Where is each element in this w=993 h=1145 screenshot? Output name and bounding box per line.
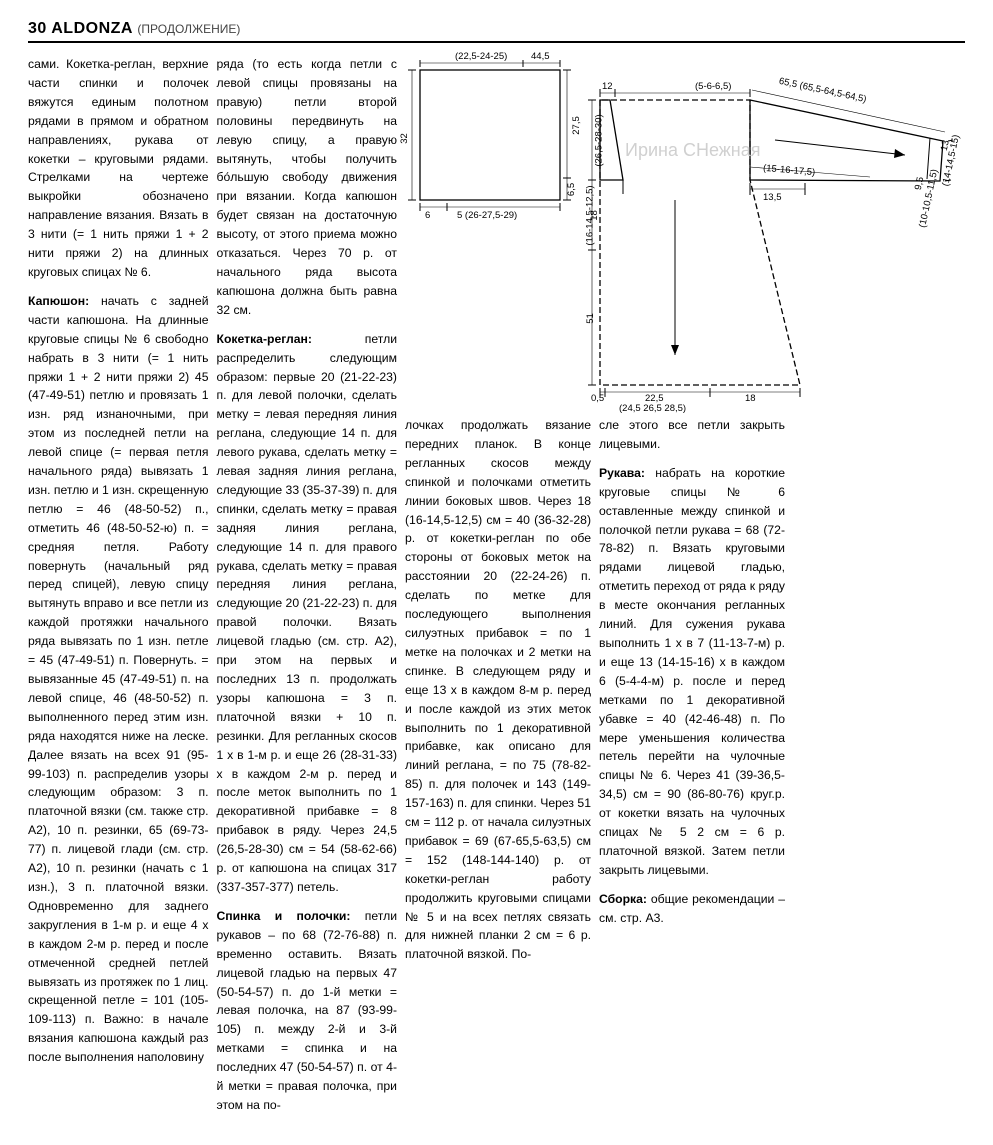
col4-p2: Рукава: набрать на короткие круговые спи… [599, 464, 785, 880]
main-content: сами. Кокетка-реглан, верхние части спин… [28, 55, 965, 1125]
dim-b18: 18 [745, 393, 756, 404]
dim-275: 27,5 [571, 116, 582, 135]
dim-bottom-6: 6 [425, 210, 430, 221]
col2-p1: ряда (то есть когда петли с левой спицы … [217, 55, 398, 320]
col2-p3-body: петли рукавов – по 68 (72-76-88) п. врем… [217, 909, 398, 1112]
col2-p3-heading: Спинка и полочки: [217, 909, 351, 923]
column-1: сами. Кокетка-реглан, верхние части спин… [28, 55, 209, 1125]
col4-p1: сле этого все петли закрыть лицевыми. [599, 416, 785, 454]
col1-p1: сами. Кокетка-реглан, верхние части спин… [28, 55, 209, 282]
right-text-columns: лочках продолжать вязание передних плано… [405, 416, 965, 974]
col2-p2-heading: Кокетка-реглан: [217, 332, 312, 346]
dim-13: 13 [939, 139, 952, 152]
dim-18: 18 [589, 210, 600, 221]
page-title: ALDONZA [51, 20, 133, 37]
dim-65: 6,5 [566, 183, 577, 196]
column-4: сле этого все петли закрыть лицевыми. Ру… [599, 416, 785, 974]
dim-top-left: (22,5-24-25) [455, 51, 507, 62]
dim-12: 12 [602, 81, 613, 92]
col2-p2-body: петли распределить следующим образом: пе… [217, 332, 398, 894]
right-block: Ирина СНежная (22,5-24-25) 44,5 32 27,5 … [405, 55, 965, 1125]
dim-top-right: (5-6-6,5) [695, 81, 731, 92]
dim-32: 32 [399, 133, 410, 144]
col1-p2-heading: Капюшон: [28, 294, 89, 308]
page-subtitle: (ПРОДОЛЖЕНИЕ) [137, 22, 240, 36]
dim-bottom-left: 5 (26-27,5-29) [457, 210, 517, 221]
dim-51: 51 [585, 313, 596, 324]
dim-bottom-sizes: (24,5 26,5 28,5) [619, 403, 686, 414]
col2-p2: Кокетка-реглан: петли распределить следу… [217, 330, 398, 897]
column-3: лочках продолжать вязание передних плано… [405, 416, 591, 974]
dim-445: 44,5 [531, 51, 550, 62]
dim-05: 0,5 [591, 393, 604, 404]
page-header: 30 ALDONZA (ПРОДОЛЖЕНИЕ) [28, 20, 965, 43]
col1-p2-body: начать с задней части капюшона. На длинн… [28, 294, 209, 1064]
col3-p1: лочках продолжать вязание передних плано… [405, 416, 591, 964]
schematic-diagram: Ирина СНежная (22,5-24-25) 44,5 32 27,5 … [405, 55, 965, 410]
col4-p2-body: набрать на короткие круговые спицы № 6 о… [599, 466, 785, 877]
col4-p2-heading: Рукава: [599, 466, 645, 480]
col4-p3-heading: Сборка: [599, 892, 647, 906]
dim-135: 13,5 [763, 192, 782, 203]
col4-p3: Сборка: общие рекомендации – см. стр. А3… [599, 890, 785, 928]
dim-mid-height: (26,5-28-30) [594, 114, 605, 166]
col2-p3: Спинка и полочки: петли рукавов – по 68 … [217, 907, 398, 1115]
column-2: ряда (то есть когда петли с левой спицы … [217, 55, 398, 1125]
col1-p2: Капюшон: начать с задней части капюшона.… [28, 292, 209, 1067]
page-number: 30 [28, 20, 47, 37]
